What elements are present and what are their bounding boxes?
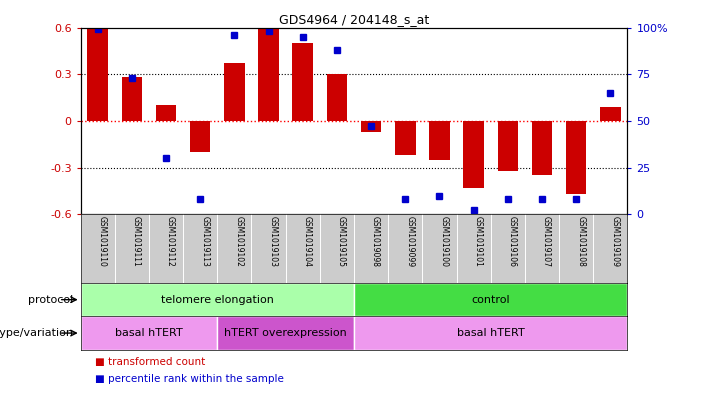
Bar — [429, 121, 450, 160]
Bar — [81, 283, 354, 316]
Text: GSM1019101: GSM1019101 — [474, 216, 482, 267]
Text: GSM1019105: GSM1019105 — [337, 216, 346, 267]
Text: GSM1019113: GSM1019113 — [200, 216, 209, 267]
Bar — [156, 105, 176, 121]
Title: GDS4964 / 204148_s_at: GDS4964 / 204148_s_at — [279, 13, 429, 26]
Text: ■ percentile rank within the sample: ■ percentile rank within the sample — [95, 374, 283, 384]
Text: basal hTERT: basal hTERT — [115, 328, 183, 338]
Text: hTERT overexpression: hTERT overexpression — [224, 328, 347, 338]
Bar — [81, 316, 217, 350]
Bar — [292, 43, 313, 121]
Text: control: control — [471, 295, 510, 305]
Bar — [395, 121, 416, 155]
Text: protocol: protocol — [28, 295, 74, 305]
Text: genotype/variation: genotype/variation — [0, 328, 74, 338]
Bar — [122, 77, 142, 121]
Text: GSM1019106: GSM1019106 — [508, 216, 517, 267]
Text: GSM1019112: GSM1019112 — [166, 216, 175, 267]
Text: GSM1019111: GSM1019111 — [132, 216, 141, 267]
Bar — [600, 107, 620, 121]
Bar — [258, 29, 279, 121]
Text: GSM1019108: GSM1019108 — [576, 216, 585, 267]
Bar — [88, 29, 108, 121]
Bar — [217, 316, 354, 350]
Text: GSM1019104: GSM1019104 — [303, 216, 312, 267]
Text: GSM1019100: GSM1019100 — [440, 216, 449, 267]
Text: GSM1019099: GSM1019099 — [405, 216, 414, 267]
Bar — [354, 316, 627, 350]
Text: GSM1019107: GSM1019107 — [542, 216, 551, 267]
Bar — [361, 121, 381, 132]
Text: GSM1019102: GSM1019102 — [234, 216, 243, 267]
Bar — [190, 121, 210, 152]
Text: GSM1019110: GSM1019110 — [97, 216, 107, 267]
Text: ■ transformed count: ■ transformed count — [95, 357, 205, 367]
Bar — [327, 74, 347, 121]
Text: GSM1019109: GSM1019109 — [611, 216, 619, 267]
Bar — [566, 121, 586, 194]
Text: basal hTERT: basal hTERT — [457, 328, 524, 338]
Bar — [531, 121, 552, 175]
Bar — [463, 121, 484, 188]
Text: telomere elongation: telomere elongation — [161, 295, 274, 305]
Text: GSM1019098: GSM1019098 — [371, 216, 380, 267]
Bar — [354, 283, 627, 316]
Bar — [224, 63, 245, 121]
Text: GSM1019103: GSM1019103 — [268, 216, 278, 267]
Bar — [498, 121, 518, 171]
